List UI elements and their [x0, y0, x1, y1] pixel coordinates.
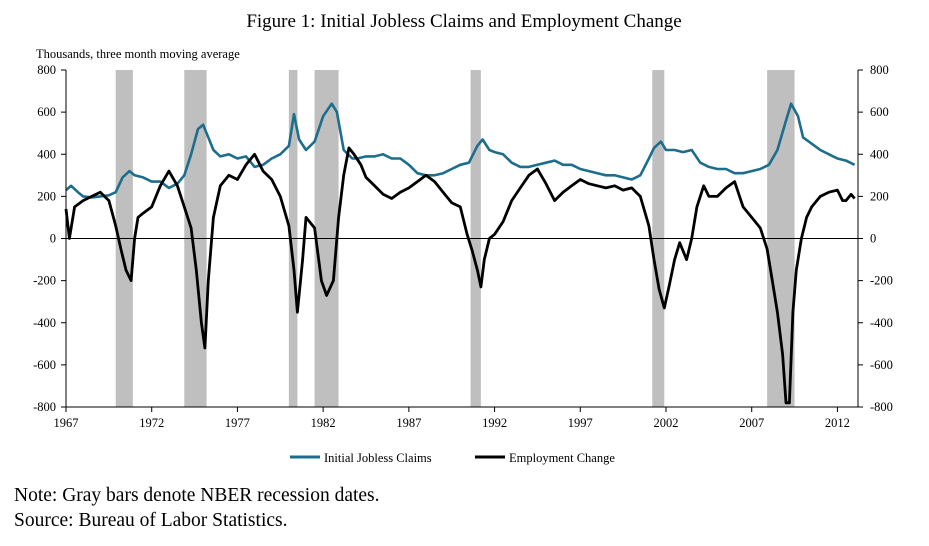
y-tick-label-left: 200 [37, 189, 56, 203]
x-tick-label: 2012 [825, 416, 850, 430]
x-tick-label: 1977 [225, 416, 250, 430]
axes: -800 -800 -600 -600 -400 -400 -200 -200 0 0 200 200… [33, 63, 893, 430]
legend-label: Employment Change [509, 451, 615, 465]
units-label: Thousands, three month moving average [36, 47, 240, 61]
y-tick-label-right: -200 [870, 274, 893, 288]
y-tick-label-left: 0 [50, 232, 56, 246]
note-source: Source: Bureau of Labor Statistics. [14, 510, 288, 531]
x-tick-label: 1972 [139, 416, 164, 430]
y-tick-label-right: 200 [870, 189, 889, 203]
x-tick-label: 1997 [568, 416, 593, 430]
x-tick-label: 1987 [396, 416, 421, 430]
y-tick-label-left: 600 [37, 105, 56, 119]
chart-title: Figure 1: Initial Jobless Claims and Emp… [246, 11, 681, 32]
x-tick-label: 1992 [482, 416, 507, 430]
y-tick-label-right: 0 [870, 232, 876, 246]
legend: Initial Jobless Claims Employment Change [290, 451, 615, 465]
y-tick-label-right: 800 [870, 63, 889, 77]
x-tick-label: 2007 [739, 416, 764, 430]
x-tick-label: 2002 [654, 416, 679, 430]
y-tick-label-right: 400 [870, 147, 889, 161]
y-tick-label-left: 800 [37, 63, 56, 77]
y-tick-label-left: -800 [33, 400, 56, 414]
y-tick-label-left: 400 [37, 147, 56, 161]
y-tick-label-left: -200 [33, 274, 56, 288]
y-tick-label-right: -400 [870, 316, 893, 330]
series-line-initial-jobless-claims [65, 102, 856, 199]
x-tick-label: 1982 [311, 416, 336, 430]
y-tick-label-left: -400 [33, 316, 56, 330]
plot-lines [64, 102, 856, 405]
x-tick-label: 1967 [54, 416, 79, 430]
y-tick-label-right: -800 [870, 400, 893, 414]
chart: Figure 1: Initial Jobless Claims and Emp… [33, 11, 893, 465]
y-tick-label-right: 600 [870, 105, 889, 119]
note-recession: Note: Gray bars denote NBER recession da… [14, 485, 380, 506]
y-tick-label-right: -600 [870, 358, 893, 372]
legend-label: Initial Jobless Claims [324, 451, 432, 465]
series-line-employment-change [64, 146, 856, 405]
y-tick-label-left: -600 [33, 358, 56, 372]
